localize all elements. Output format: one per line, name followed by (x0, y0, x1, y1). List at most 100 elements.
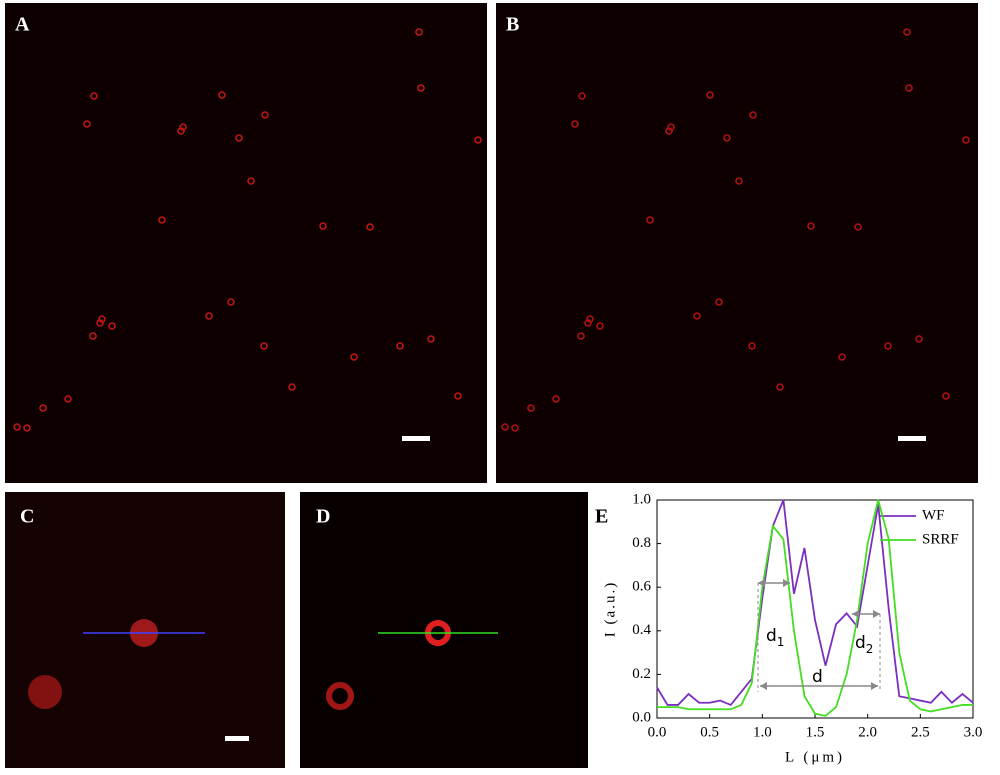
particle (83, 120, 91, 128)
annotation-text: d (766, 626, 777, 646)
arrow-head (783, 579, 790, 587)
particle (665, 127, 673, 135)
particle (366, 223, 374, 231)
particle (584, 319, 592, 327)
x-tick-label: 3.0 (964, 724, 983, 740)
particle (247, 177, 255, 185)
x-axis-label: L (μm) (785, 749, 845, 765)
particle (288, 383, 296, 391)
y-tick-label: 1.0 (632, 491, 651, 507)
particle (454, 392, 462, 400)
chart: 0.0 0.2 0.4 0.6 0.8 1.0 0.0 0.5 1.0 1.5 2.0 2.5 3.0 L… (602, 491, 982, 765)
legend-label: WF (922, 507, 945, 523)
arrow-head (871, 682, 878, 690)
particle (89, 332, 97, 340)
particle (90, 92, 98, 100)
particle (415, 28, 423, 36)
panel-b-image (496, 3, 978, 483)
arrow-head (760, 682, 767, 690)
y-axis-label: I (a.u.) (602, 581, 618, 637)
particle (64, 395, 72, 403)
particle (942, 392, 950, 400)
particle (577, 332, 585, 340)
particle (474, 136, 482, 144)
x-tick-label: 2.5 (911, 724, 930, 740)
particle (108, 322, 116, 330)
particle (915, 335, 923, 343)
annotation-d2: d2 (855, 633, 873, 656)
annotation-subscript: 1 (777, 635, 785, 649)
particle (706, 91, 714, 99)
particle (98, 315, 106, 323)
x-tick-label: 0.0 (648, 724, 667, 740)
particle (693, 312, 701, 320)
particle (96, 319, 104, 327)
particle (39, 404, 47, 412)
particle (596, 322, 604, 330)
y-tick-label: 0.0 (632, 709, 651, 725)
particle (205, 312, 213, 320)
particle (735, 177, 743, 185)
particle (854, 223, 862, 231)
panel-d-image (300, 492, 588, 768)
series-line (656, 499, 974, 707)
particle (427, 335, 435, 343)
series-line (657, 499, 973, 717)
annotation-d1: d1 (766, 626, 784, 649)
particle (903, 28, 911, 36)
particle-blur (28, 675, 62, 709)
particle (527, 404, 535, 412)
x-tick-label: 1.0 (753, 724, 772, 740)
y-tick-label: 0.6 (632, 579, 651, 595)
particle (260, 342, 268, 350)
panel-label: B (506, 14, 519, 36)
particle (723, 134, 731, 142)
particle (396, 342, 404, 350)
panel-a-image (5, 3, 487, 483)
panel-label: D (316, 506, 330, 528)
scale-bar (402, 436, 430, 441)
panel-label: C (20, 506, 34, 528)
annotation-d: d (812, 667, 823, 687)
particle-ring (326, 682, 354, 710)
particle (646, 216, 654, 224)
particle (23, 424, 31, 432)
y-tick-label: 0.8 (632, 535, 651, 551)
legend-label: SRRF (922, 531, 959, 547)
particle (586, 315, 594, 323)
particle (319, 222, 327, 230)
x-tick-label: 2.0 (858, 724, 877, 740)
particle (261, 111, 269, 119)
particle (158, 216, 166, 224)
arrow-head (758, 579, 765, 587)
particle (571, 120, 579, 128)
particle (350, 353, 358, 361)
y-tick-label: 0.2 (632, 666, 651, 682)
particle (218, 91, 226, 99)
particle (177, 127, 185, 135)
particle (501, 423, 509, 431)
annotation-subscript: 2 (866, 642, 874, 656)
annotation-text: d (855, 633, 866, 653)
particle (838, 353, 846, 361)
particle (748, 342, 756, 350)
x-tick-label: 0.5 (700, 724, 719, 740)
particle (13, 423, 21, 431)
particle (807, 222, 815, 230)
particle (227, 298, 235, 306)
particle (962, 136, 970, 144)
scale-bar (225, 736, 249, 741)
particles (13, 28, 970, 432)
particle (749, 111, 757, 119)
x-tick-label: 1.5 (806, 724, 825, 740)
panel-label: A (15, 14, 30, 36)
panel-label: E (595, 506, 608, 528)
particle (417, 84, 425, 92)
arrow-head (852, 610, 859, 618)
particle (578, 92, 586, 100)
particle (179, 123, 187, 131)
arrow-head (873, 610, 880, 618)
particle (552, 395, 560, 403)
y-tick-label: 0.4 (632, 622, 651, 638)
particle (511, 424, 519, 432)
